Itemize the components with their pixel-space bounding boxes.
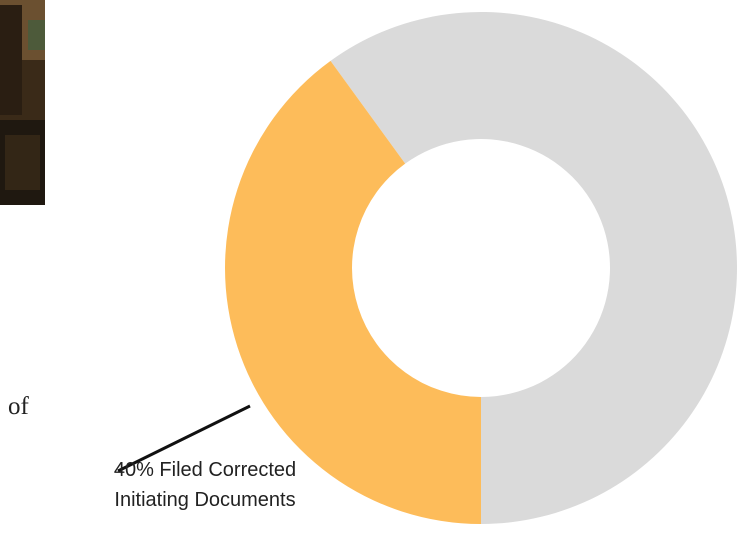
donut-slice: [330, 11, 738, 524]
photo: [0, 0, 45, 205]
body-text: of: [8, 393, 29, 420]
slice-label: 40% Filed Corrected Initiating Documents: [113, 459, 297, 511]
donut-slice: [225, 60, 481, 524]
leader-line: [117, 404, 251, 473]
